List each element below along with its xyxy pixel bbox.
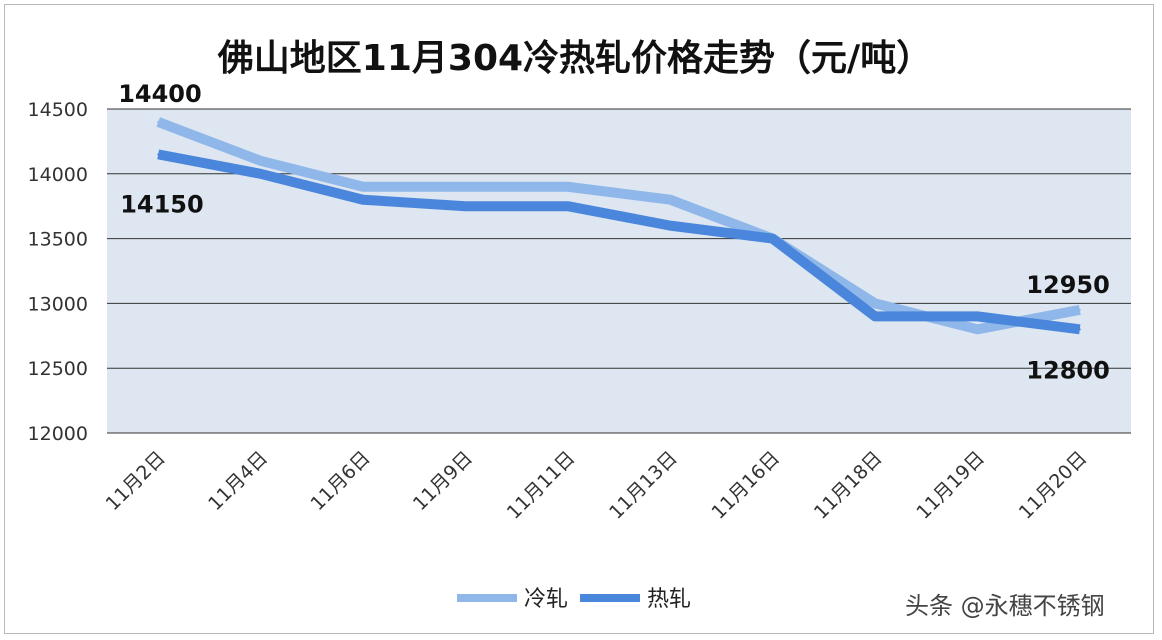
data-point	[464, 185, 467, 188]
y-tick-label: 14500	[28, 99, 88, 121]
data-point	[464, 205, 467, 208]
x-tick-label: 11月18日	[810, 447, 887, 524]
x-tick-label: 11月2日	[102, 447, 170, 515]
data-point	[259, 159, 262, 162]
data-point	[259, 172, 262, 175]
data-point	[362, 185, 364, 188]
data-point	[669, 198, 672, 201]
y-tick-label: 14000	[28, 164, 88, 186]
data-label: 12950	[1026, 271, 1110, 299]
x-tick-label: 11月13日	[605, 447, 682, 524]
data-point	[976, 328, 979, 331]
watermark-text: 头条 @永穗不锈钢	[905, 592, 1105, 620]
data-point	[157, 153, 160, 156]
data-label: 12800	[1026, 356, 1110, 384]
x-tick-label: 11月20日	[1015, 447, 1092, 524]
plot-area: 14500 14000 13500 13000 12500 12000 11月2日 11月4日…	[28, 80, 1131, 524]
x-tick-label: 11月16日	[708, 447, 785, 524]
data-label: 14150	[120, 190, 204, 218]
x-tick-label: 11月19日	[912, 447, 989, 524]
data-point	[669, 224, 672, 227]
x-tick-label: 11月6日	[306, 447, 374, 515]
y-tick-label: 12500	[28, 358, 88, 380]
data-label: 14400	[118, 80, 202, 108]
y-tick-label: 13500	[28, 229, 88, 251]
chart-title: 佛山地区11月304冷热轧价格走势（元/吨）	[217, 38, 932, 79]
legend: 冷轧 热轧	[457, 587, 691, 612]
data-point	[1078, 308, 1081, 311]
data-point	[566, 205, 569, 208]
data-point	[976, 315, 979, 318]
x-tick-label: 11月4日	[204, 447, 272, 515]
x-tick-label: 11月11日	[503, 447, 580, 524]
data-point	[1078, 328, 1081, 331]
data-point	[157, 120, 160, 123]
data-point	[362, 198, 364, 201]
y-tick-label: 12000	[28, 423, 88, 445]
x-tick-label: 11月9日	[409, 447, 477, 515]
data-point	[566, 185, 569, 188]
y-tick-label: 13000	[28, 293, 88, 315]
data-point	[874, 315, 876, 318]
data-point	[874, 302, 876, 305]
legend-label: 冷轧	[524, 587, 568, 612]
legend-label: 热轧	[647, 587, 691, 612]
data-point	[771, 237, 774, 240]
series-line-hot-rolled	[157, 149, 1081, 335]
